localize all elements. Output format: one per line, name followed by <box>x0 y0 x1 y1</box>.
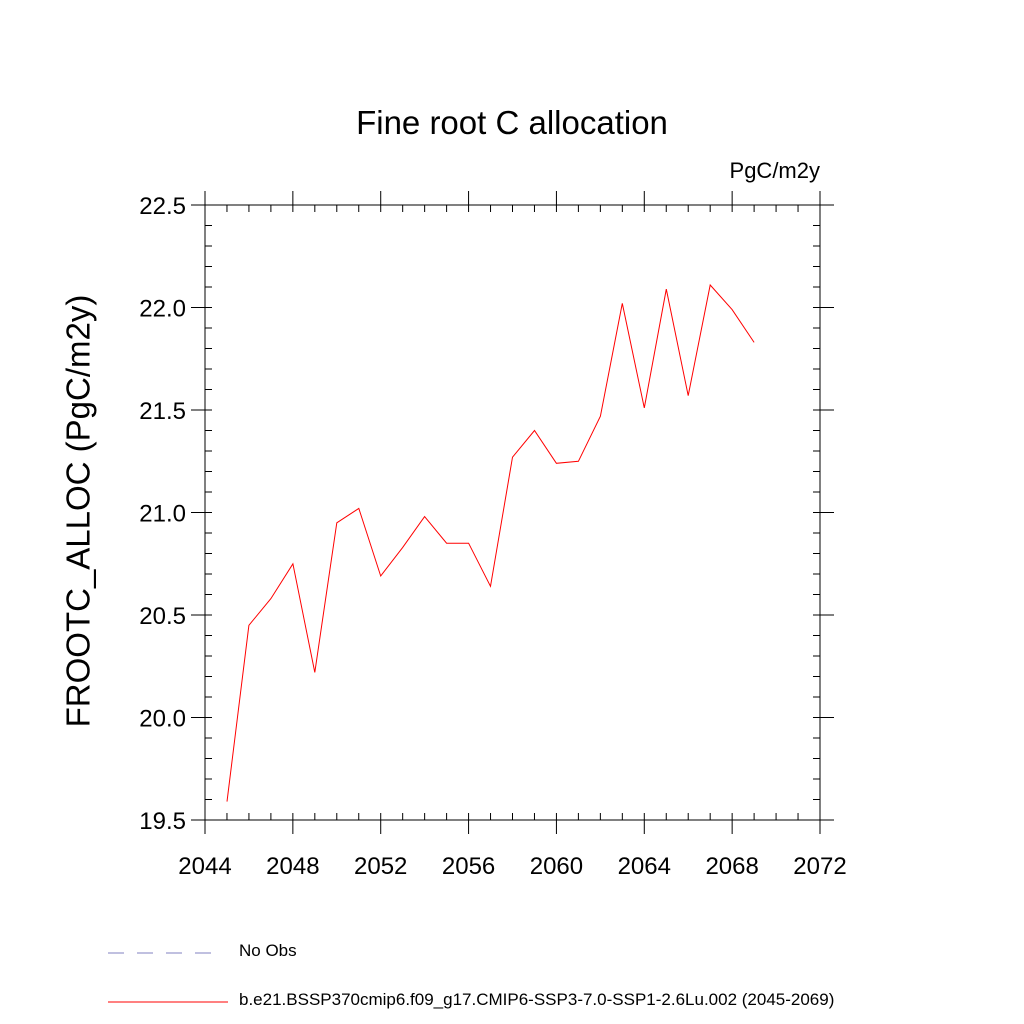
x-tick-label: 2056 <box>442 853 495 880</box>
x-tick-label: 2044 <box>178 853 231 880</box>
y-tick-label: 19.5 <box>139 808 186 835</box>
legend-swatch-dashed <box>108 952 216 954</box>
chart-title: Fine root C allocation <box>356 104 668 141</box>
y-tick-label: 20.5 <box>139 603 186 630</box>
y-tick-label: 21.5 <box>139 398 186 425</box>
x-tick-label: 2064 <box>618 853 671 880</box>
x-tick-label: 2068 <box>705 853 758 880</box>
legend-swatch-solid <box>108 1001 228 1003</box>
legend-label-no-obs: No Obs <box>239 941 297 960</box>
y-tick-label: 21.0 <box>139 501 186 528</box>
x-tick-label: 2072 <box>793 853 846 880</box>
y-tick-label: 22.0 <box>139 296 186 323</box>
y-tick-label: 22.5 <box>139 193 186 220</box>
units-label: PgC/m2y <box>729 158 820 183</box>
series-line <box>226 283 755 802</box>
x-tick-label: 2060 <box>530 853 583 880</box>
x-tick-label: 2052 <box>354 853 407 880</box>
plot-frame <box>204 204 821 821</box>
x-tick-label: 2048 <box>266 853 319 880</box>
y-tick-label: 20.0 <box>139 706 186 733</box>
legend-label-series: b.e21.BSSP370cmip6.f09_g17.CMIP6-SSP3-7.… <box>239 990 835 1009</box>
